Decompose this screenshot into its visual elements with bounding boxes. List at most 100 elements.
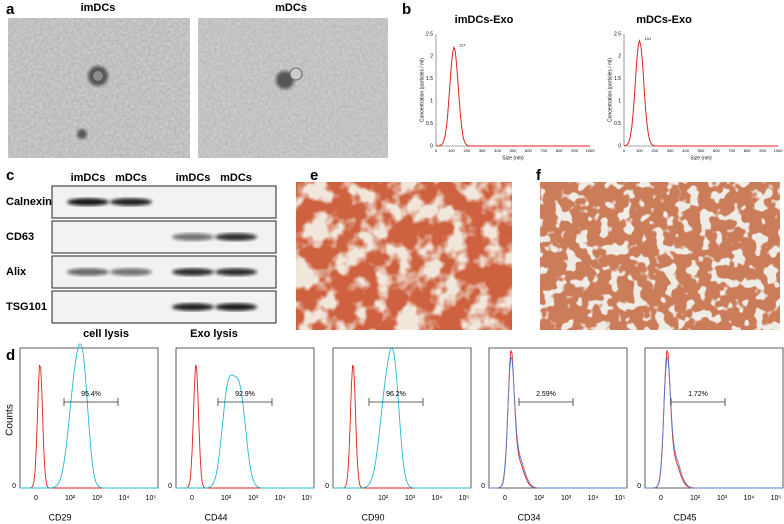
panel-label: e [310, 167, 318, 184]
y-tick-label: 2.5 [426, 31, 433, 37]
lane-label: mDCs [115, 172, 147, 184]
stain-image [540, 182, 780, 330]
blot-band [110, 198, 152, 206]
marker-label: CD90 [361, 512, 384, 522]
x-tick-label: 0 [623, 148, 626, 153]
x-tick-label: 400 [682, 148, 689, 153]
x-tick-label: 1000 [586, 148, 596, 153]
histogram-curve [20, 343, 158, 489]
blot-band [172, 233, 214, 241]
y-tick-label: 0 [618, 143, 621, 149]
x-tick-label: 10⁴ [275, 495, 286, 502]
histogram-curve [333, 347, 471, 489]
x-tick-label: 400 [494, 148, 501, 153]
row-label: TSG101 [6, 301, 47, 313]
y-tick-label: 1.5 [614, 76, 621, 82]
x-tick-label: 10² [65, 495, 76, 502]
gate-label: 95.4% [81, 391, 101, 398]
y-tick-label: 1.5 [426, 76, 433, 82]
x-tick-label: 300 [667, 148, 674, 153]
x-tick-label: 10³ [248, 495, 259, 502]
marker-label: CD29 [48, 512, 71, 522]
stain-image [296, 182, 512, 330]
y-tick-label: 1 [618, 99, 621, 105]
x-tick-label: 800 [744, 148, 751, 153]
x-tick-label: 0 [503, 495, 507, 502]
blot-band [172, 268, 214, 276]
lane-label: imDCs [176, 172, 211, 184]
y-tick-label: 0 [430, 143, 433, 149]
image-title: imDCs [81, 2, 116, 14]
tem-image [198, 18, 388, 158]
axis-label: Counts [5, 404, 16, 436]
x-tick-label: 200 [463, 148, 470, 153]
row-label: CD63 [6, 231, 34, 243]
peak-label: 117 [459, 43, 466, 48]
x-tick-label: 10⁴ [432, 495, 443, 502]
plot-title: mDCs-Exo [636, 14, 692, 26]
x-tick-label: 10⁵ [771, 495, 782, 502]
group-label: Exo lysis [190, 328, 238, 340]
blot-band [110, 268, 152, 276]
panel-label: f [536, 167, 542, 184]
x-tick-label: 10⁵ [459, 495, 470, 502]
x-tick-label: 700 [728, 148, 735, 153]
x-tick-label: 0 [659, 495, 663, 502]
axis-label: Size (nm) [502, 155, 524, 161]
blot-band [172, 303, 214, 311]
x-tick-label: 10² [378, 495, 389, 502]
x-tick-label: 500 [510, 148, 517, 153]
x-tick-label: 600 [713, 148, 720, 153]
marker-label: CD45 [673, 512, 696, 522]
blot-band [67, 268, 109, 276]
image-title: mDCs [275, 2, 307, 14]
x-tick-label: 10³ [561, 495, 572, 502]
gate-label: 96.2% [386, 391, 406, 398]
lane-label: mDCs [220, 172, 252, 184]
gate-label: 92.9% [235, 391, 255, 398]
x-tick-label: 10⁴ [119, 495, 130, 502]
x-tick-label: 10² [690, 495, 701, 502]
x-tick-label: 200 [651, 148, 658, 153]
y-tick-label: 2 [618, 54, 621, 60]
histogram-curve [645, 356, 783, 489]
x-tick-label: 10³ [405, 495, 416, 502]
x-tick-label: 10⁵ [302, 495, 313, 502]
panel-label: b [402, 1, 411, 18]
x-tick-label: 100 [448, 148, 455, 153]
y-tick-label: 0 [637, 483, 641, 490]
plot-title: imDCs-Exo [455, 14, 514, 26]
x-tick-label: 900 [571, 148, 578, 153]
y-tick-label: 0.5 [426, 121, 433, 127]
y-tick-label: 0 [168, 483, 172, 490]
y-tick-label: 0 [325, 483, 329, 490]
row-label: Alix [6, 266, 27, 278]
histogram-curve [333, 364, 471, 489]
nta-curve [436, 45, 590, 147]
axis-label: Concentration (particles / ml) [607, 58, 613, 122]
y-tick-label: 0 [12, 483, 16, 490]
x-tick-label: 10² [534, 495, 545, 502]
x-tick-label: 500 [698, 148, 705, 153]
x-tick-label: 10² [221, 495, 232, 502]
x-tick-label: 10⁴ [588, 495, 599, 502]
x-tick-label: 800 [556, 148, 563, 153]
y-tick-label: 0 [481, 483, 485, 490]
histogram-curve [489, 356, 627, 489]
panel-label: d [6, 347, 15, 364]
x-tick-label: 0 [435, 148, 438, 153]
x-tick-label: 10⁵ [146, 495, 157, 502]
y-tick-label: 2.5 [614, 31, 621, 37]
x-tick-label: 100 [636, 148, 643, 153]
blot-band [67, 198, 109, 206]
x-tick-label: 0 [34, 495, 38, 502]
x-tick-label: 0 [190, 495, 194, 502]
x-tick-label: 10⁴ [744, 495, 755, 502]
x-tick-label: 10³ [717, 495, 728, 502]
marker-label: CD44 [204, 512, 227, 522]
blot-band [215, 233, 257, 241]
axis-label: Size (nm) [690, 155, 712, 161]
panel-label: c [6, 167, 14, 184]
panel-label: a [6, 1, 15, 18]
